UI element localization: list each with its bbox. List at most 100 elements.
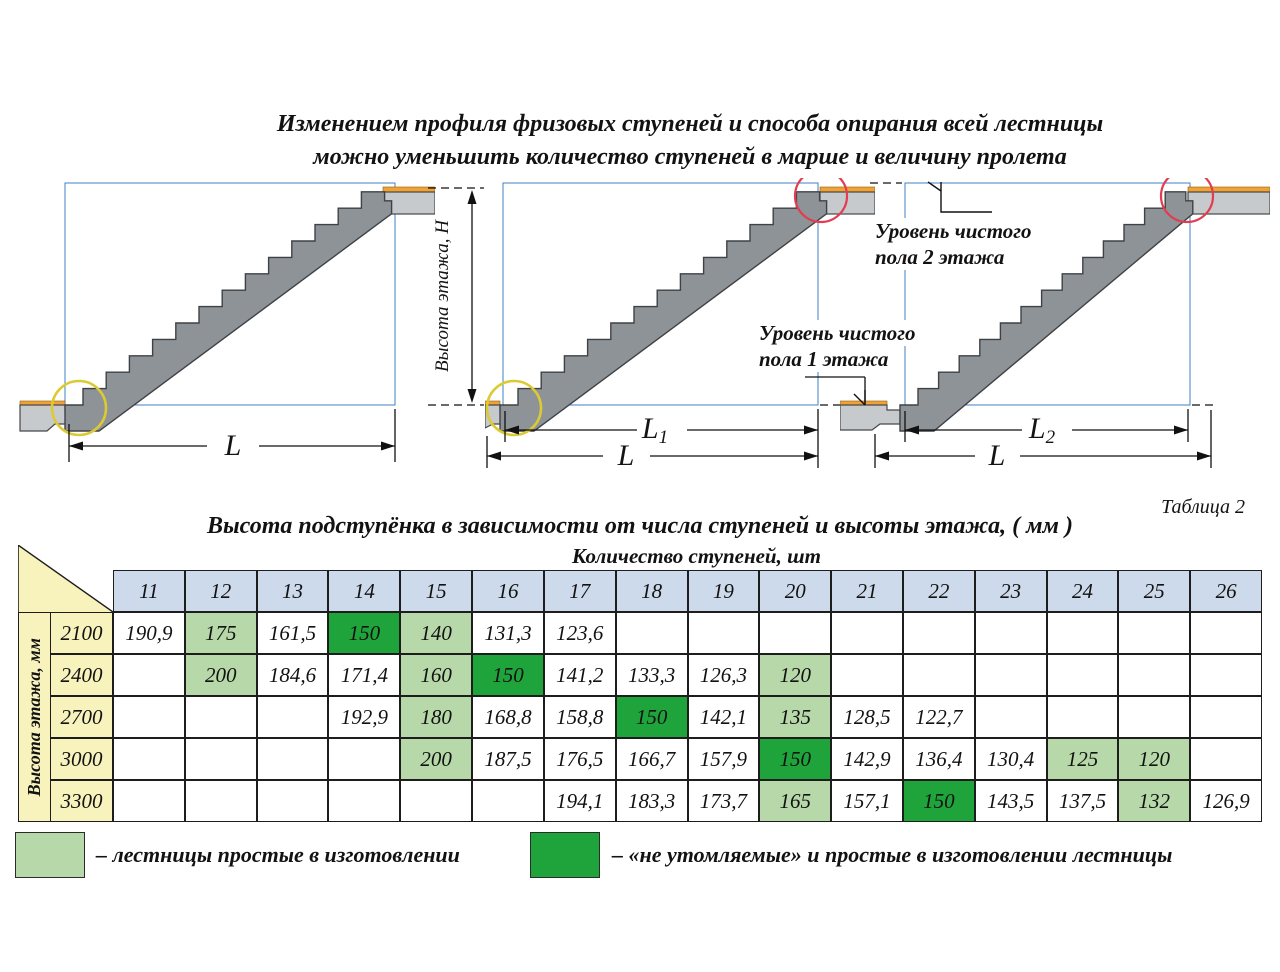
row-group-band: Высота этажа, мм <box>18 612 50 822</box>
column-header: 19 <box>687 570 760 612</box>
table-cell: 143,5 <box>974 780 1047 822</box>
column-header: 12 <box>184 570 257 612</box>
row-header: 3300 <box>50 780 113 822</box>
table-corner-spacer <box>50 570 113 612</box>
table-cell: 120 <box>759 654 832 696</box>
table-cell <box>1118 654 1191 696</box>
row-group-label: Высота этажа, мм <box>24 637 44 797</box>
table-cell: 192,9 <box>328 696 401 738</box>
table-cell: 132 <box>1118 780 1191 822</box>
row-header: 2700 <box>50 696 113 738</box>
table-cell <box>759 612 832 654</box>
column-header: 18 <box>615 570 688 612</box>
dimension-L-label: L <box>988 439 1006 468</box>
table-cell: 166,7 <box>615 738 688 780</box>
table-cell: 176,5 <box>543 738 616 780</box>
dimension-L2: L2 <box>904 409 1189 448</box>
table-cell: 150 <box>472 654 544 696</box>
column-header: 21 <box>831 570 903 612</box>
table-cell: 183,3 <box>615 780 688 822</box>
table-cell: 180 <box>400 696 473 738</box>
legend-label-dark: – «не утомляемые» и простые в изготовлен… <box>612 842 1173 867</box>
column-header: 11 <box>113 570 185 612</box>
table-caption: Таблица 2 <box>1161 496 1245 518</box>
column-header: 14 <box>328 570 401 612</box>
floor-height-dimension: Высота этажа, Н <box>428 187 484 406</box>
table-cell <box>400 780 473 822</box>
staircase <box>499 191 828 432</box>
stair-diagram-panel-3: L2 L <box>840 178 1270 468</box>
page-title-line1: Изменением профиля фризовых ступеней и с… <box>276 111 1104 137</box>
column-header: 25 <box>1118 570 1191 612</box>
table-cell: 165 <box>759 780 832 822</box>
column-header: 17 <box>543 570 616 612</box>
table-cell: 141,2 <box>543 654 616 696</box>
level-floor2-annotation: Уровень чистого пола 2 этажа <box>872 218 1047 270</box>
table-cell: 140 <box>400 612 473 654</box>
table-cell <box>1118 696 1191 738</box>
table-cell: 137,5 <box>1046 780 1119 822</box>
table-cell: 173,7 <box>687 780 760 822</box>
legend-swatch-dark-green <box>530 832 600 878</box>
level-floor1-leader <box>805 376 866 403</box>
column-header: 23 <box>974 570 1047 612</box>
dimension-L: L <box>68 409 396 462</box>
table-cell <box>184 696 257 738</box>
table-cell: 200 <box>184 654 257 696</box>
row-header: 2100 <box>50 612 113 654</box>
table-cell <box>184 780 257 822</box>
dimension-L-label: L <box>617 439 635 468</box>
table-title: Высота подступёнка в зависимости от числ… <box>207 513 1073 539</box>
dimension-L1-label: L1 <box>641 412 668 448</box>
table-cell: 160 <box>400 654 473 696</box>
table-cell: 168,8 <box>472 696 544 738</box>
table-cell: 150 <box>902 780 975 822</box>
page-title-line2: можно уменьшить количество ступеней в ма… <box>313 144 1067 170</box>
legend-label-light: – лестницы простые в изготовлении <box>96 842 460 867</box>
table-cell: 150 <box>328 612 401 654</box>
table-cell: 157,9 <box>687 738 760 780</box>
table-cell <box>113 654 185 696</box>
table-cell <box>1190 654 1262 696</box>
table-cell: 175 <box>184 612 257 654</box>
table-cell <box>184 738 257 780</box>
row-header: 3000 <box>50 738 113 780</box>
dimension-L: L <box>486 436 818 468</box>
table-cell <box>1190 612 1262 654</box>
frieze-step-highlight-circle-yellow <box>485 379 543 437</box>
table-cell <box>902 612 975 654</box>
grid-background <box>502 182 819 406</box>
table-cell <box>1190 738 1262 780</box>
table-grid: 11 12 13 14 15 16 17 18 19 20 21 22 23 24 25 26 2100 190,… <box>50 570 1262 822</box>
table-cell <box>687 612 760 654</box>
table-cell <box>113 696 185 738</box>
grid-background <box>64 182 396 406</box>
table-cell <box>902 654 975 696</box>
level-floor1-line1: Уровень чистого <box>756 320 919 346</box>
table-cell: 157,1 <box>831 780 903 822</box>
table-cell: 136,4 <box>902 738 975 780</box>
table-cell: 142,9 <box>831 738 903 780</box>
table-cell <box>328 780 401 822</box>
table-cell: 187,5 <box>472 738 544 780</box>
grid-background <box>904 182 1191 406</box>
table-cell: 184,6 <box>256 654 329 696</box>
frieze-step-highlight-circle-red <box>793 178 849 224</box>
column-header: 16 <box>472 570 544 612</box>
table-cell <box>113 738 185 780</box>
dimension-L1: L1 <box>504 409 819 468</box>
table-cell <box>256 738 329 780</box>
frieze-step-highlight-circle-red <box>1159 178 1215 224</box>
table-cell: 200 <box>400 738 473 780</box>
column-header: 20 <box>759 570 832 612</box>
dimension-L2-label: L2 <box>1028 412 1056 448</box>
table-cell: 142,1 <box>687 696 760 738</box>
level-floor2-line1: Уровень чистого <box>872 218 1035 244</box>
table-cell: 190,9 <box>113 612 185 654</box>
column-header: 22 <box>902 570 975 612</box>
table-cell: 128,5 <box>831 696 903 738</box>
staircase <box>64 191 393 432</box>
dimension-L-label: L <box>224 429 242 462</box>
table-cell: 135 <box>759 696 832 738</box>
